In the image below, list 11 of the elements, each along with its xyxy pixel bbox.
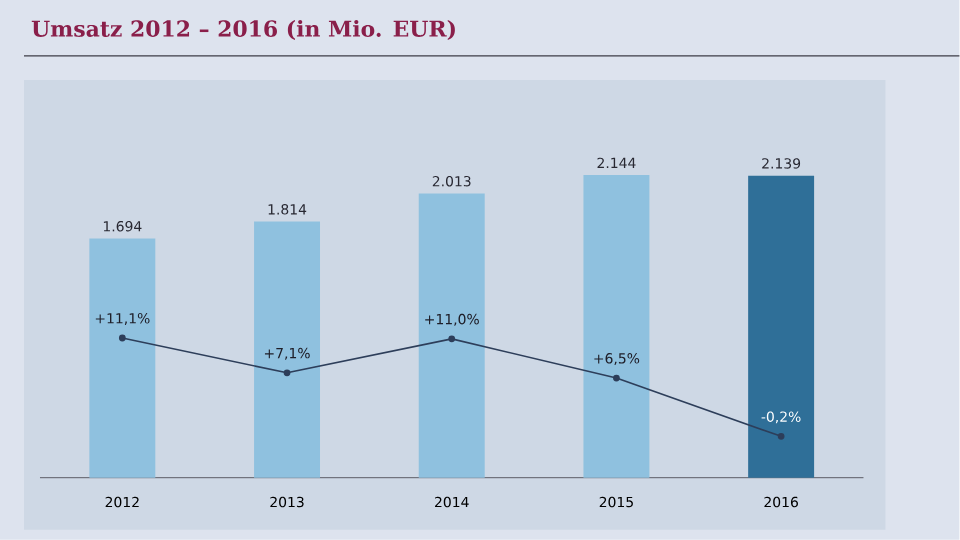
- point: [118, 334, 126, 342]
- point: [777, 433, 785, 440]
- point: [613, 374, 620, 382]
- bar: [583, 175, 650, 478]
- point: [283, 369, 291, 377]
- point: [448, 335, 456, 343]
- bar: [254, 221, 321, 478]
- bar: [748, 175, 815, 478]
- bar: [418, 193, 485, 478]
- chart-title: Umsatz 2012 – 2016 (in Mio. EUR): [31, 20, 455, 41]
- bar: [89, 238, 156, 478]
